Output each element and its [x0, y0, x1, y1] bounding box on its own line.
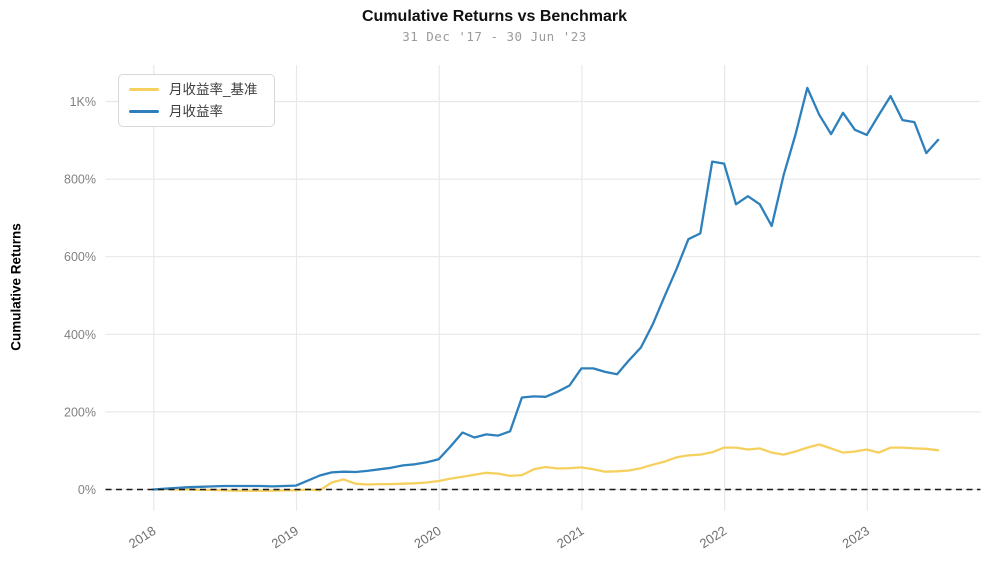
benchmark-line [152, 443, 940, 492]
chart-title: Cumulative Returns vs Benchmark [362, 8, 627, 25]
legend-swatch-icon [129, 88, 159, 91]
y-tick-label: 400% [64, 328, 96, 342]
x-tick-label: 2018 [126, 523, 158, 551]
legend-item-benchmark[interactable]: 月收益率_基准 [129, 82, 258, 97]
x-tick-label: 2023 [840, 523, 872, 551]
strategy-line [152, 86, 940, 491]
chart-subtitle: 31 Dec '17 - 30 Jun '23 [402, 29, 587, 44]
x-tick-label: 2021 [554, 523, 586, 551]
legend-item-label: 月收益率_基准 [169, 82, 258, 97]
legend: 月收益率_基准 月收益率 [118, 74, 275, 127]
legend-item-strategy[interactable]: 月收益率 [129, 104, 258, 119]
y-tick-label: 200% [64, 405, 96, 419]
y-tick-label: 800% [64, 173, 96, 187]
y-tick-label: 1K% [70, 95, 96, 109]
x-tick-label: 2019 [269, 523, 301, 551]
legend-swatch-icon [129, 110, 159, 113]
x-tick-label: 2022 [697, 523, 729, 551]
y-tick-label: 0% [78, 483, 96, 497]
x-tick-label: 2020 [411, 523, 443, 551]
y-tick-label: 600% [64, 250, 96, 264]
legend-item-label: 月收益率 [169, 104, 223, 119]
